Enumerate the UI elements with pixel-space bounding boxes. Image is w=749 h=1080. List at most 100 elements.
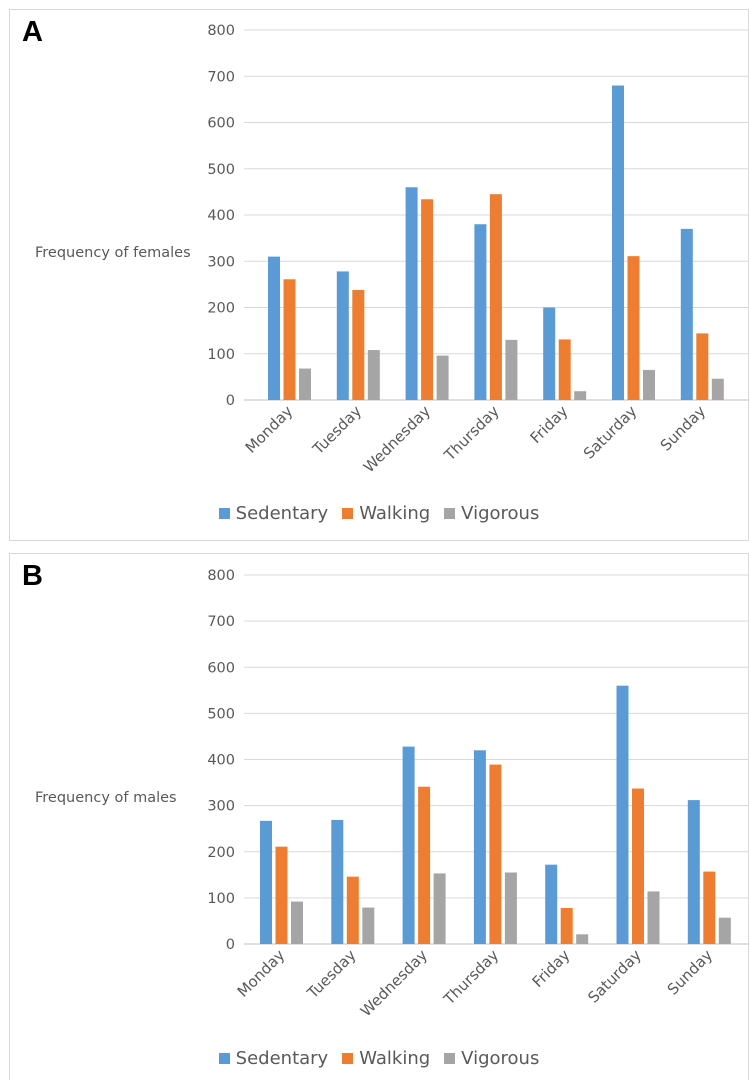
y-tick-label: 0	[226, 937, 235, 953]
bar-walking-thursday	[489, 764, 502, 944]
bar-sedentary-friday	[543, 307, 556, 400]
bar-walking-monday	[275, 846, 288, 944]
bar-walking-friday	[560, 908, 573, 944]
bar-walking-thursday	[489, 194, 502, 400]
bar-walking-sunday	[703, 871, 716, 944]
x-tick-label: Wednesday	[357, 946, 431, 1020]
bar-sedentary-tuesday	[331, 819, 344, 944]
bar-chart-svg: 0 100 200 300 400 500 600 700 800 Monday TuesdayWe…	[207, 568, 749, 1020]
x-tick-label: Saturday	[584, 946, 645, 1007]
x-tick-label: Tuesday	[303, 946, 360, 1003]
bar-vigorous-monday	[291, 901, 303, 944]
legend-item-vigorous: Vigorous	[444, 1048, 539, 1069]
y-axis-label: Frequency of males	[35, 790, 177, 806]
bar-sedentary-thursday	[474, 224, 487, 400]
bar-vigorous-sunday	[711, 378, 724, 400]
legend-label: Sedentary	[235, 503, 329, 524]
chart-panel-a: A Frequency of females 0 100 200 300 400 500 6…	[9, 9, 749, 541]
bar-walking-tuesday	[346, 876, 359, 944]
bar-sedentary-saturday	[616, 685, 629, 944]
legend-label: Vigorous	[461, 1048, 540, 1069]
bar-sedentary-wednesday	[405, 187, 418, 400]
y-tick-label: 400	[207, 208, 235, 224]
x-tick-label: Thursday	[439, 946, 502, 1009]
x-tick-label: Monday	[234, 946, 289, 1001]
y-tick-label: 0	[226, 393, 235, 409]
legend-item-sedentary: Sedentary	[218, 1048, 329, 1069]
bar-walking-wednesday	[418, 786, 431, 944]
bar-vigorous-friday	[574, 391, 587, 400]
y-tick-label: 400	[207, 753, 235, 769]
bar-vigorous-monday	[299, 368, 311, 400]
y-tick-label: 600	[207, 660, 235, 676]
x-tick-label: Wednesday	[360, 402, 434, 476]
y-tick-label: 700	[207, 614, 235, 630]
bar-vigorous-friday	[576, 934, 589, 944]
bar-vigorous-saturday	[643, 369, 655, 400]
x-tick-label: Saturday	[580, 402, 641, 463]
y-tick-label: 100	[207, 347, 235, 363]
bar-sedentary-monday	[260, 820, 272, 944]
y-tick-label: 200	[207, 845, 235, 861]
bar-vigorous-thursday	[505, 339, 518, 400]
bar-sedentary-friday	[545, 864, 558, 944]
legend-swatch-sedentary	[218, 508, 230, 519]
x-tick-label: Monday	[242, 402, 297, 457]
legend: Sedentary Walking Vigorous	[10, 1048, 748, 1069]
bar-vigorous-saturday	[647, 891, 660, 944]
legend-item-walking: Walking	[342, 503, 430, 524]
y-tick-label: 600	[207, 116, 235, 132]
bar-sedentary-monday	[268, 256, 280, 400]
panel-label: B	[22, 560, 43, 592]
legend-swatch-vigorous	[444, 1053, 456, 1064]
bar-vigorous-tuesday	[367, 350, 380, 400]
y-tick-label: 800	[207, 23, 235, 39]
bar-vigorous-tuesday	[362, 907, 375, 944]
bar-walking-friday	[558, 339, 571, 400]
bar-sedentary-wednesday	[402, 746, 415, 944]
bar-walking-saturday	[627, 256, 640, 400]
legend-swatch-walking	[342, 508, 354, 519]
y-tick-label: 500	[207, 706, 235, 722]
y-tick-label: 300	[207, 254, 235, 270]
x-tick-label: Thursday	[440, 402, 503, 465]
x-tick-label: Friday	[529, 946, 574, 991]
x-tick-label: Sunday	[657, 402, 710, 455]
y-tick-label: 800	[207, 568, 235, 584]
bar-vigorous-wednesday	[436, 355, 449, 400]
y-tick-label: 100	[207, 891, 235, 907]
legend-label: Walking	[359, 1048, 431, 1069]
bar-vigorous-thursday	[504, 872, 517, 944]
chart-panel-b: B Frequency of males 0 100 200 300 400 500 600…	[9, 553, 749, 1080]
legend-label: Walking	[359, 503, 431, 524]
bar-walking-saturday	[632, 788, 644, 944]
bar-sedentary-thursday	[473, 750, 486, 944]
bar-vigorous-sunday	[718, 917, 731, 944]
bar-sedentary-saturday	[612, 85, 624, 400]
bar-walking-monday	[283, 279, 296, 400]
legend-label: Vigorous	[461, 503, 540, 524]
legend: Sedentary Walking Vigorous	[10, 503, 748, 524]
legend-swatch-vigorous	[444, 508, 456, 519]
panel-label: A	[22, 16, 43, 48]
y-tick-label: 200	[207, 301, 235, 317]
bar-sedentary-sunday	[680, 228, 693, 400]
bar-walking-sunday	[696, 333, 709, 400]
legend-swatch-walking	[342, 1053, 354, 1064]
x-tick-label: Sunday	[664, 946, 717, 999]
legend-item-walking: Walking	[342, 1048, 430, 1069]
legend-swatch-sedentary	[218, 1053, 230, 1064]
x-tick-label: Tuesday	[309, 402, 366, 459]
y-axis-label: Frequency of females	[35, 245, 191, 261]
bar-walking-tuesday	[352, 289, 365, 400]
bar-sedentary-tuesday	[336, 271, 349, 400]
x-tick-label: Friday	[527, 402, 572, 447]
bar-sedentary-sunday	[687, 800, 700, 944]
legend-label: Sedentary	[235, 1048, 329, 1069]
legend-item-vigorous: Vigorous	[444, 503, 539, 524]
bar-walking-wednesday	[421, 199, 434, 400]
legend-item-sedentary: Sedentary	[218, 503, 329, 524]
y-tick-label: 300	[207, 799, 235, 815]
y-tick-label: 500	[207, 162, 235, 178]
bar-vigorous-wednesday	[433, 873, 446, 944]
